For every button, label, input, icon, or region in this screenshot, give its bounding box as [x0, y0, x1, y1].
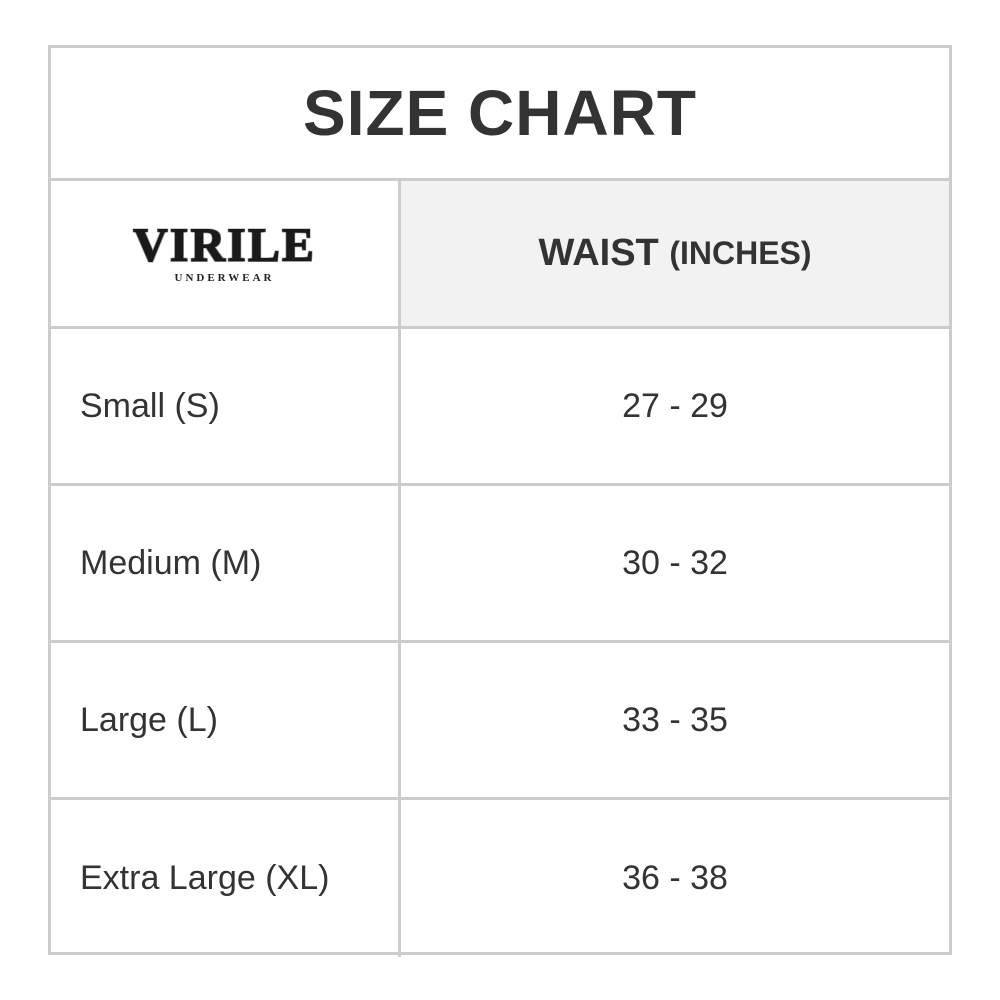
- table-row: Medium (M) 30 - 32: [51, 486, 949, 643]
- size-cell: Extra Large (XL): [51, 800, 401, 957]
- waist-cell: 33 - 35: [622, 700, 728, 739]
- table-row: Small (S) 27 - 29: [51, 329, 949, 486]
- waist-header: WAIST (INCHES): [401, 181, 949, 326]
- brand-logo: VIRILE UNDERWEAR: [133, 218, 316, 284]
- waist-cell: 36 - 38: [622, 859, 728, 897]
- waist-cell: 30 - 32: [622, 543, 728, 582]
- waist-header-unit: (INCHES): [669, 235, 812, 271]
- table-row: Extra Large (XL) 36 - 38: [51, 800, 949, 957]
- size-cell: Large (L): [51, 643, 401, 797]
- size-cell: Small (S): [51, 329, 401, 483]
- size-cell: Medium (M): [51, 486, 401, 640]
- size-chart-table: SIZE CHART VIRILE UNDERWEAR WAIST (INCHE…: [48, 45, 952, 957]
- logo-name: VIRILE: [133, 218, 316, 272]
- header-row: VIRILE UNDERWEAR WAIST (INCHES): [51, 181, 949, 329]
- waist-cell: 27 - 29: [622, 386, 728, 425]
- logo-cell: VIRILE UNDERWEAR: [51, 181, 401, 326]
- waist-header-label: WAIST: [538, 232, 659, 274]
- table-row: Large (L) 33 - 35: [51, 643, 949, 800]
- logo-tagline: UNDERWEAR: [174, 271, 275, 284]
- page-title: SIZE CHART: [51, 48, 949, 181]
